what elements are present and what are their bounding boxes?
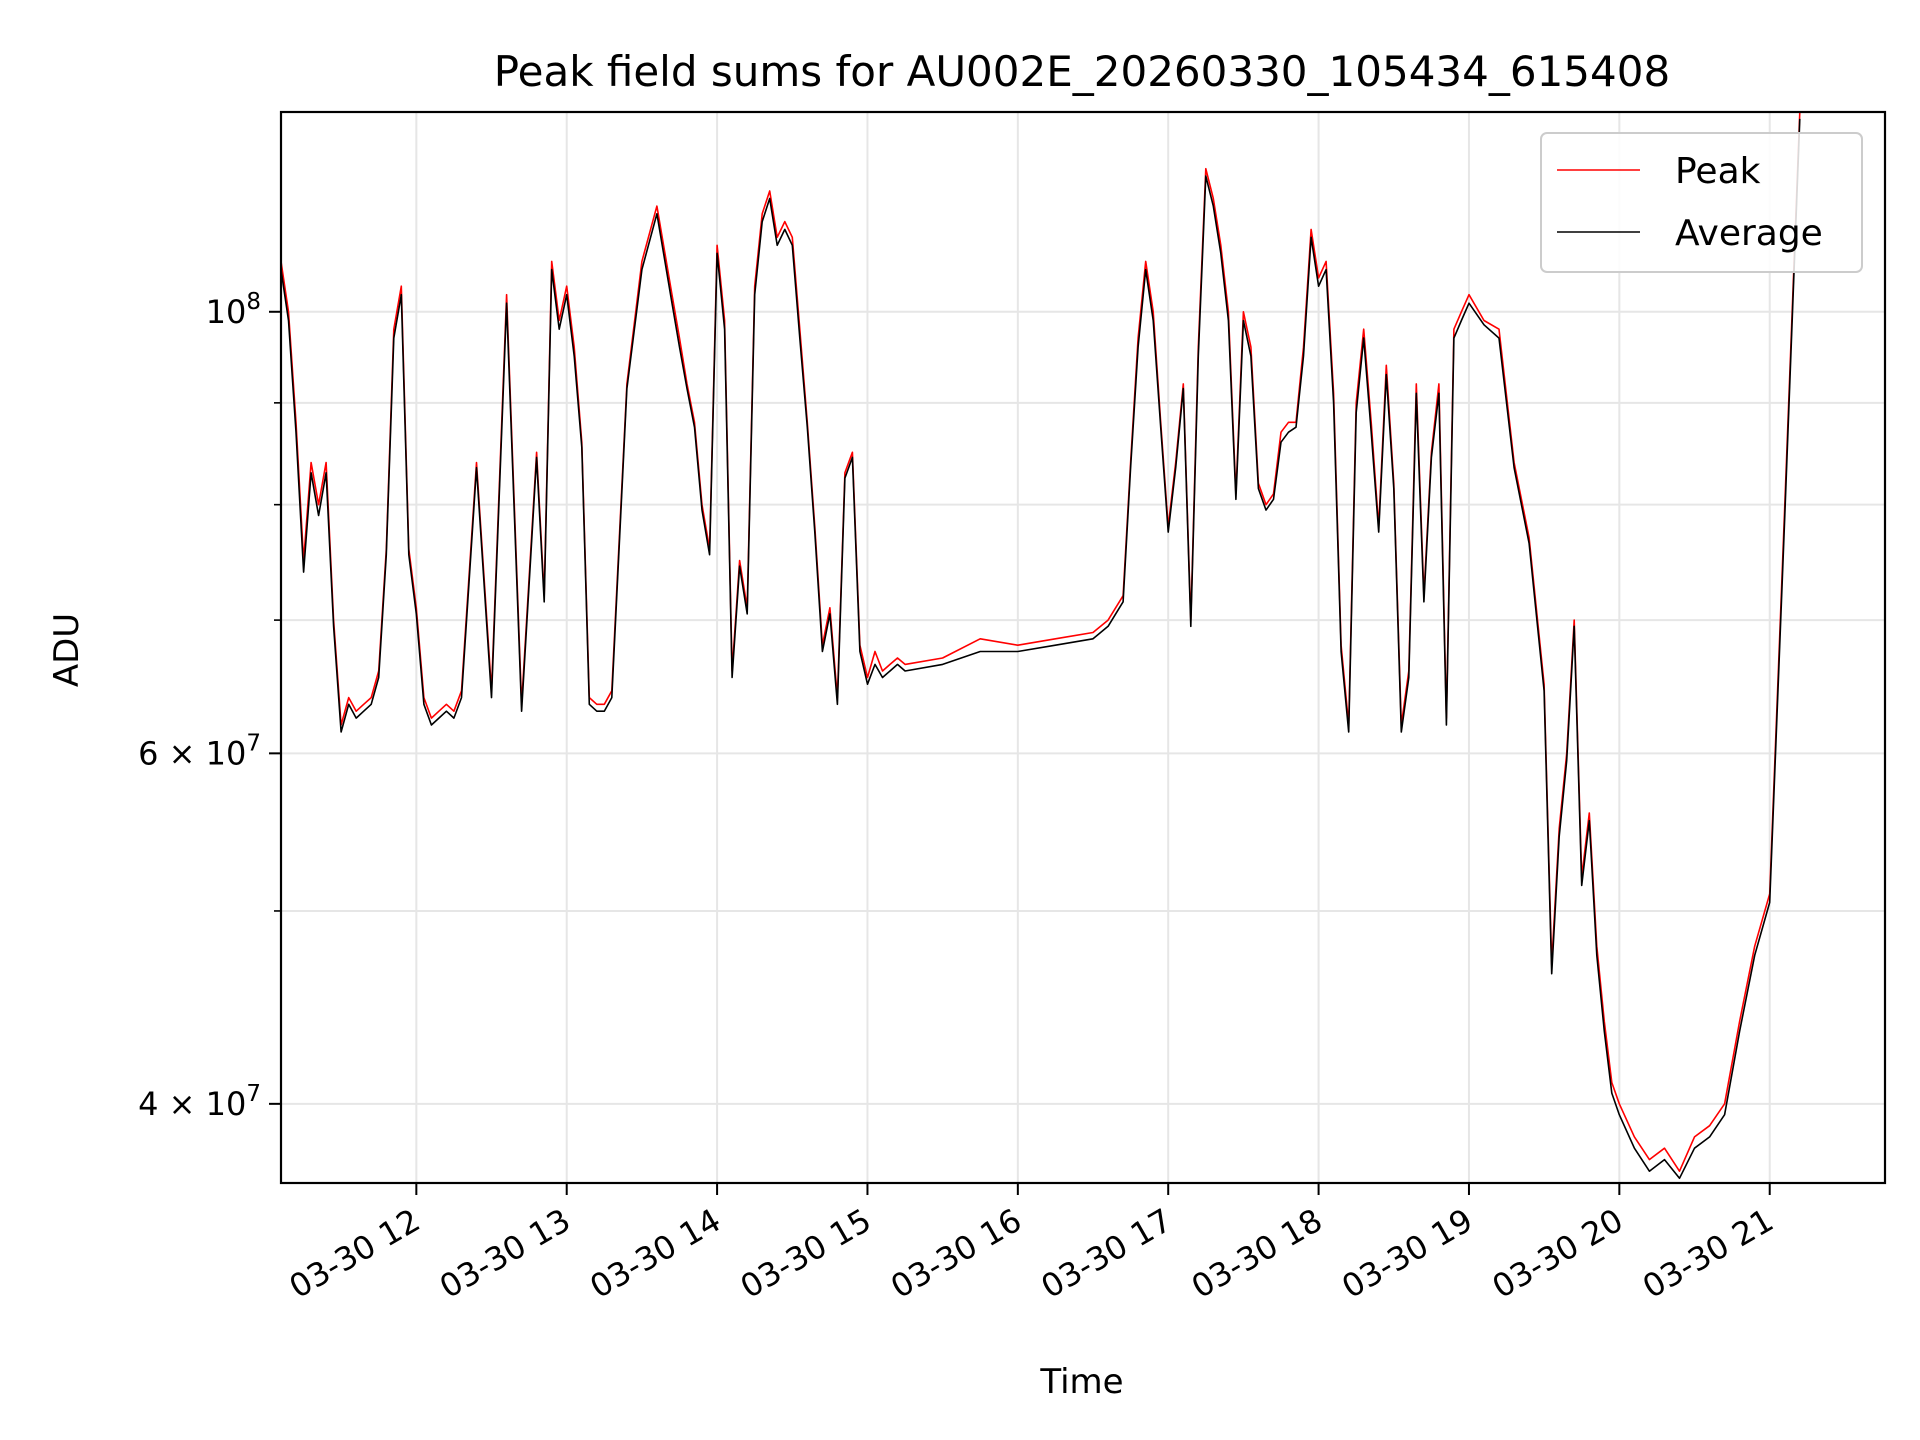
legend-box bbox=[1540, 132, 1863, 273]
plot-area-frame bbox=[279, 110, 1887, 1185]
y-tick-label: 108 bbox=[206, 289, 261, 331]
grid-lines bbox=[281, 112, 1885, 1183]
legend-label-peak: Peak bbox=[1675, 151, 1761, 192]
y-tick-label: 6 × 107 bbox=[138, 730, 261, 772]
x-axis-title: Time bbox=[1039, 1362, 1123, 1402]
legend: Peak Average bbox=[1540, 132, 1863, 273]
y-tick-label: 4 × 107 bbox=[138, 1081, 261, 1123]
legend-label-average: Average bbox=[1675, 213, 1823, 254]
series-layer bbox=[280, 111, 1801, 1180]
series-line-average bbox=[280, 118, 1801, 1180]
y-axis-title: ADU bbox=[47, 613, 87, 687]
chart-title: Peak field sums for AU002E_20260330_1054… bbox=[494, 47, 1670, 96]
